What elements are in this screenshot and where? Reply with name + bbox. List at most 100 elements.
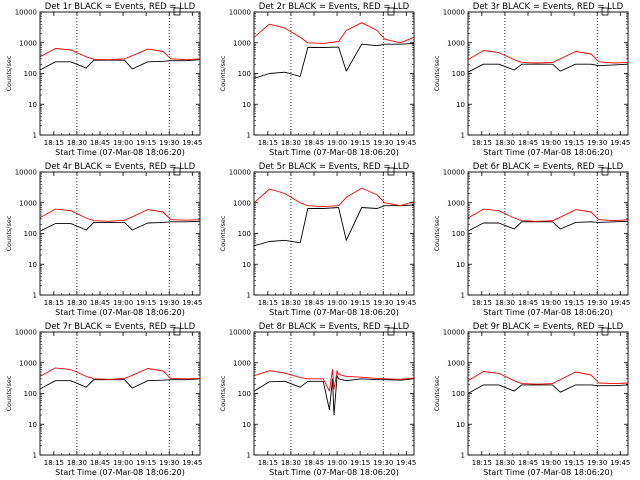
y-tick-label: 10000 [443, 329, 465, 337]
panel-title: Det 4r BLACK = Events, RED = LLD [45, 162, 196, 172]
x-tick-label: 19:00 [327, 139, 347, 147]
y-tick-label: 1 [247, 452, 251, 460]
series-line-lld [253, 369, 415, 392]
series-line-events [39, 59, 201, 71]
y-tick-label: 1 [33, 292, 37, 300]
x-tick-label: 19:30 [587, 139, 607, 147]
series-line-events [467, 63, 629, 73]
y-tick-label: 1 [33, 132, 37, 140]
x-tick-label: 19:00 [541, 459, 561, 467]
y-tick-label: 10000 [15, 329, 37, 337]
x-tick-label: 18:30 [495, 139, 515, 147]
overlay-marker [173, 7, 181, 16]
x-tick-label: 19:45 [182, 299, 202, 307]
x-axis-label: Start Time (07-Mar-08 18:06:20) [269, 468, 399, 477]
plot-frame [39, 171, 201, 296]
x-tick-label: 19:00 [113, 459, 133, 467]
series-line-events [39, 378, 201, 390]
overlay-marker [601, 327, 609, 336]
y-tick-label: 1 [33, 452, 37, 460]
x-tick-label: 19:15 [350, 139, 370, 147]
panel-title: Det 6r BLACK = Events, RED = LLD [473, 162, 624, 172]
panel-title: Det 7r BLACK = Events, RED = LLD [45, 322, 196, 332]
x-tick-label: 18:15 [44, 459, 64, 467]
x-tick-label: 18:15 [472, 459, 492, 467]
y-tick-label: 100 [452, 230, 465, 238]
y-tick-label: 1 [247, 292, 251, 300]
plot-frame [467, 11, 629, 136]
x-tick-label: 19:15 [350, 299, 370, 307]
plot-frame [39, 331, 201, 456]
y-tick-label: 1 [247, 132, 251, 140]
y-axis-label: Counts/sec [433, 55, 441, 91]
panel-3: Det 3r BLACK = Events, RED = LLD Counts/s… [433, 2, 630, 157]
y-axis-label: Counts/sec [219, 215, 227, 251]
y-axis-label: Counts/sec [219, 375, 227, 411]
y-tick-label: 1 [461, 292, 465, 300]
x-axis-label: Start Time (07-Mar-08 18:06:20) [55, 308, 185, 317]
series-line-lld [467, 208, 629, 222]
overlay-marker [173, 167, 181, 176]
y-tick-label: 1000 [447, 39, 465, 47]
x-tick-label: 19:15 [564, 139, 584, 147]
y-tick-label: 10 [242, 101, 251, 109]
y-tick-label: 10000 [443, 169, 465, 177]
x-tick-label: 18:30 [281, 139, 301, 147]
x-tick-label: 19:30 [159, 299, 179, 307]
x-tick-label: 19:00 [327, 459, 347, 467]
x-tick-label: 18:30 [67, 459, 87, 467]
plot-frame [253, 331, 415, 456]
series-line-lld [467, 50, 629, 64]
y-tick-label: 10 [242, 421, 251, 429]
x-tick-label: 19:45 [396, 299, 416, 307]
series-line-lld [39, 367, 201, 380]
series-line-events [253, 204, 415, 247]
panel-4: Det 4r BLACK = Events, RED = LLD Counts/s… [5, 162, 202, 317]
overlay-marker [387, 7, 395, 16]
panel-8: Det 8r BLACK = Events, RED = LLD Counts/s… [219, 322, 416, 477]
x-tick-label: 19:15 [564, 299, 584, 307]
x-tick-label: 19:45 [610, 299, 630, 307]
x-tick-label: 19:00 [327, 299, 347, 307]
y-tick-label: 1000 [233, 39, 251, 47]
series-line-lld [253, 22, 415, 44]
series-line-events [467, 384, 629, 394]
y-tick-label: 10000 [443, 9, 465, 17]
x-tick-label: 18:45 [90, 299, 110, 307]
y-tick-label: 100 [238, 390, 251, 398]
x-tick-label: 18:15 [44, 139, 64, 147]
x-tick-label: 18:45 [90, 139, 110, 147]
panel-6: Det 6r BLACK = Events, RED = LLD Counts/s… [433, 162, 630, 317]
y-tick-label: 1 [461, 452, 465, 460]
plot-frame [467, 171, 629, 296]
x-tick-label: 18:15 [472, 299, 492, 307]
x-tick-label: 19:15 [136, 299, 156, 307]
y-tick-label: 100 [24, 390, 37, 398]
x-tick-label: 19:15 [564, 459, 584, 467]
panel-9: Det 9r BLACK = Events, RED = LLD Counts/s… [433, 322, 630, 477]
x-axis-label: Start Time (07-Mar-08 18:06:20) [269, 148, 399, 157]
overlay-marker [601, 167, 609, 176]
overlay-marker [387, 327, 395, 336]
x-tick-label: 18:15 [44, 299, 64, 307]
y-tick-label: 10 [28, 101, 37, 109]
y-tick-label: 10000 [15, 169, 37, 177]
x-axis-label: Start Time (07-Mar-08 18:06:20) [483, 148, 613, 157]
plot-frame [467, 331, 629, 456]
x-axis-label: Start Time (07-Mar-08 18:06:20) [55, 148, 185, 157]
overlay-marker [173, 327, 181, 336]
y-tick-label: 10000 [229, 169, 251, 177]
y-tick-label: 1000 [19, 199, 37, 207]
series-line-lld [39, 208, 201, 222]
y-tick-label: 1 [461, 132, 465, 140]
x-tick-label: 18:15 [258, 459, 278, 467]
x-tick-label: 18:15 [472, 139, 492, 147]
x-axis-label: Start Time (07-Mar-08 18:06:20) [483, 308, 613, 317]
x-tick-label: 19:30 [159, 139, 179, 147]
series-line-lld [39, 48, 201, 61]
y-tick-label: 10 [456, 261, 465, 269]
x-axis-label: Start Time (07-Mar-08 18:06:20) [269, 308, 399, 317]
y-tick-label: 10 [28, 421, 37, 429]
x-tick-label: 19:00 [541, 139, 561, 147]
